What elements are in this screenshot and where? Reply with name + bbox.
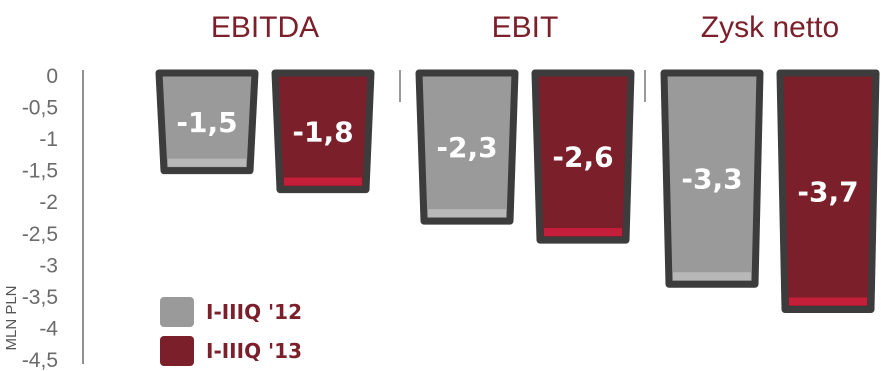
y-tick-label: -1 <box>39 128 58 151</box>
bar <box>776 69 880 314</box>
legend: I-IIIQ '12 I-IIIQ '13 <box>160 297 302 366</box>
y-tick-label: -3,5 <box>22 286 58 309</box>
y-tick-label: -1,5 <box>22 160 58 183</box>
bar-base-accent <box>789 297 867 306</box>
legend-label: I-IIIQ '12 <box>206 300 302 324</box>
y-tick-label: -0,5 <box>22 97 58 120</box>
bar-value-label: -1,5 <box>176 106 237 139</box>
bar <box>531 69 635 244</box>
category-title: EBIT <box>492 11 559 44</box>
bar <box>415 69 519 225</box>
bar <box>271 69 375 194</box>
bar <box>660 69 764 288</box>
y-tick-label: -2 <box>39 191 58 214</box>
bar-base-accent <box>284 177 362 186</box>
bar-value-label: -2,6 <box>552 141 613 174</box>
bar-base-accent <box>544 228 622 237</box>
bar-value-label: -1,8 <box>292 115 353 148</box>
legend-swatch <box>160 336 194 366</box>
bar-base-accent <box>428 209 506 218</box>
legend-label: I-IIIQ '13 <box>206 339 302 363</box>
y-tick-label: -3 <box>39 254 58 277</box>
y-tick-label: -4 <box>39 317 58 340</box>
y-tick-label: -4,5 <box>22 349 58 371</box>
bar <box>155 69 259 175</box>
legend-swatch <box>160 297 194 327</box>
category-title: EBITDA <box>211 11 319 44</box>
category-separators <box>399 70 646 102</box>
bar-value-label: -3,7 <box>797 175 858 208</box>
bar-value-label: -2,3 <box>436 131 497 164</box>
category-titles: EBITDA EBIT Zysk netto <box>211 11 839 44</box>
bars: -1,5 -2,3 -3,3 -1,8 -2,6 -3,7 <box>155 69 880 314</box>
y-axis-title: MLN PLN <box>3 285 20 350</box>
bar-base-accent <box>673 272 751 281</box>
bar-base-accent <box>168 158 246 167</box>
category-title: Zysk netto <box>701 11 839 44</box>
bar-value-label: -3,3 <box>681 163 742 196</box>
y-tick-label: 0 <box>46 65 58 88</box>
y-tick-label: -2,5 <box>22 223 58 246</box>
